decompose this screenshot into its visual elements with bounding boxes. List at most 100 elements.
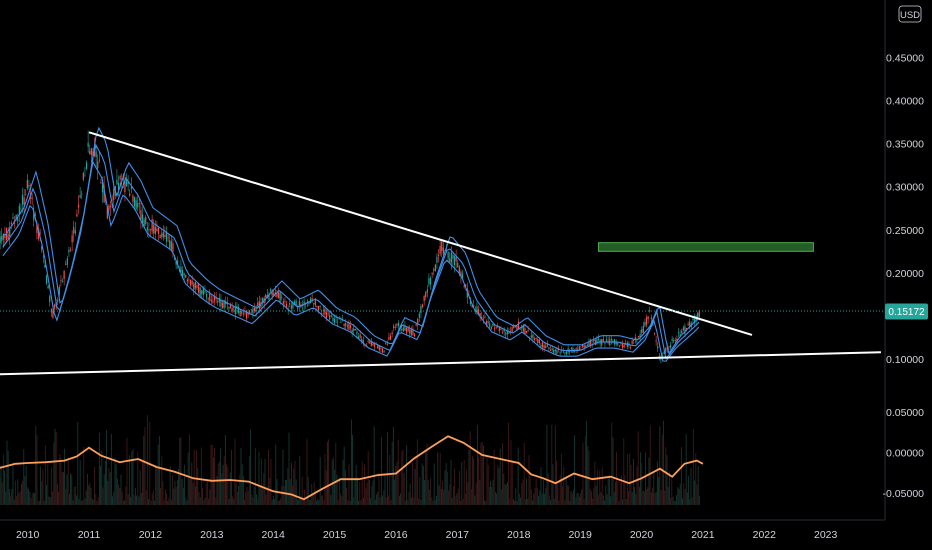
candle-body (593, 340, 595, 341)
volume-bar (388, 495, 390, 505)
volume-bar (167, 500, 169, 505)
volume-bar (140, 492, 142, 505)
candle-body (218, 297, 220, 303)
candle-body (644, 322, 646, 327)
volume-bar (449, 484, 451, 505)
volume-bar (674, 500, 676, 505)
volume-bar (103, 474, 105, 505)
volume-bar (408, 492, 410, 505)
candle-body (337, 321, 339, 323)
volume-bar (383, 490, 385, 505)
volume-bar (461, 461, 463, 505)
volume-bar (298, 499, 300, 505)
volume-bar (44, 445, 46, 505)
volume-bar (274, 499, 276, 505)
candle-body (396, 324, 398, 326)
candle-body (655, 340, 657, 342)
candle-body (476, 306, 478, 313)
candle-body (359, 334, 361, 338)
volume-bar (133, 495, 135, 505)
volume-bar (179, 437, 181, 505)
candle-body (153, 224, 155, 234)
volume-bar (613, 491, 615, 505)
volume-bar (202, 487, 204, 505)
candle-body (169, 240, 171, 248)
candle-body (1, 235, 3, 242)
volume-bar (343, 446, 345, 505)
volume-bar (396, 461, 398, 505)
candle-body (60, 280, 62, 282)
candle-body (25, 193, 27, 195)
volume-bar (36, 435, 38, 505)
volume-bar (118, 484, 120, 505)
candle-body (516, 325, 518, 330)
volume-bar (119, 488, 121, 505)
candle-body (685, 328, 688, 330)
volume-bar (210, 444, 212, 505)
candle-body (124, 179, 126, 193)
candle-body (327, 313, 329, 315)
volume-bar (110, 434, 112, 505)
candle-body (388, 337, 390, 340)
candle-body (452, 254, 454, 259)
candle-body (559, 352, 561, 354)
volume-bar (85, 490, 87, 505)
volume-bar (421, 463, 423, 505)
volume-bar (607, 478, 609, 505)
volume-bar (50, 467, 52, 505)
volume-bar (310, 499, 312, 505)
volume-bar (515, 488, 517, 505)
volume-bar (346, 487, 348, 505)
volume-bar (526, 478, 528, 505)
candle-body (621, 343, 624, 349)
candle-body (490, 326, 492, 330)
volume-bar (185, 497, 187, 505)
volume-bar (668, 471, 670, 505)
volume-bar (420, 499, 422, 505)
volume-bar (208, 498, 210, 505)
volume-bar (401, 451, 403, 505)
candle-body (425, 291, 427, 297)
candle-body (609, 339, 611, 346)
volume-bar (654, 493, 656, 505)
volume-bar (602, 495, 604, 505)
candle-body (130, 187, 132, 189)
volume-bar (678, 488, 680, 505)
candle-body (650, 317, 652, 319)
candle-body (204, 291, 206, 293)
volume-bar (604, 500, 606, 505)
candle-body (66, 258, 68, 265)
candle-body (241, 311, 243, 314)
volume-bar (142, 461, 144, 505)
volume-bar (71, 474, 73, 505)
volume-bar (462, 498, 464, 505)
volume-bar (644, 452, 646, 505)
volume-bar (68, 493, 70, 505)
candle-body (479, 312, 481, 317)
volume-bar (670, 497, 672, 505)
volume-bar (287, 467, 289, 505)
volume-bar (86, 473, 88, 505)
candle-body (570, 347, 572, 350)
volume-bar (52, 491, 54, 505)
volume-bar (664, 490, 666, 505)
volume-bar (361, 461, 363, 505)
volume-bar (6, 440, 8, 505)
candle-body (353, 328, 355, 331)
volume-bar (520, 497, 522, 505)
volume-bar (209, 489, 211, 505)
volume-bar (510, 440, 512, 505)
currency-button[interactable]: USD (898, 5, 922, 23)
volume-bar (544, 493, 546, 505)
candle-body (322, 310, 324, 312)
candle-body (693, 318, 696, 323)
candle-body (354, 328, 356, 331)
volume-bar (293, 468, 295, 505)
volume-bar (518, 493, 520, 505)
volume-bar (128, 455, 130, 505)
volume-bar (1, 482, 3, 505)
candle-body (273, 292, 275, 297)
volume-bar (48, 496, 50, 505)
volume-bar (156, 467, 158, 505)
